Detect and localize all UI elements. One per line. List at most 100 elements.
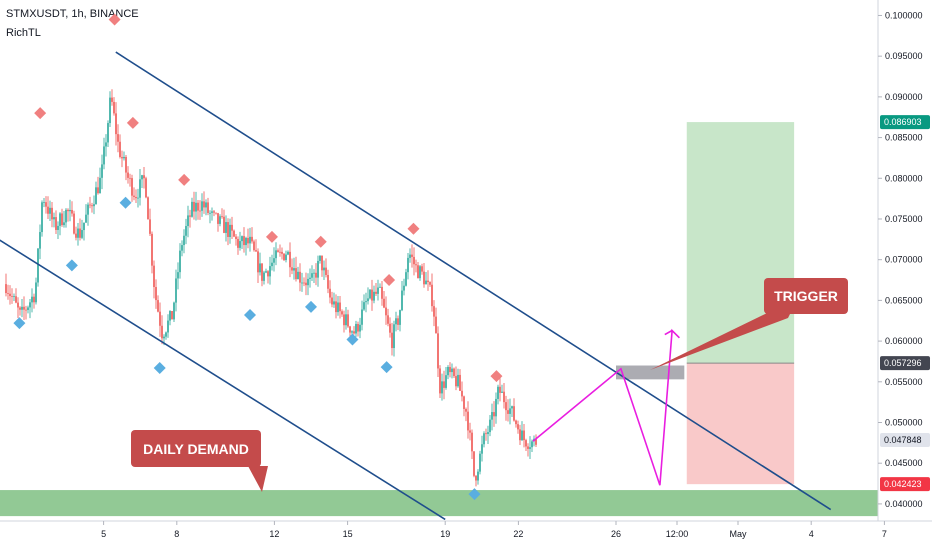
candle — [117, 124, 119, 153]
candle-body — [309, 277, 311, 279]
candle-body — [397, 318, 399, 325]
candle-body — [343, 314, 345, 326]
candle-body — [89, 204, 91, 206]
candle — [305, 272, 307, 296]
candle — [459, 369, 461, 392]
candle — [457, 368, 459, 388]
candle — [53, 212, 55, 228]
candle — [191, 197, 193, 218]
candle — [63, 211, 65, 228]
daily-demand-callout-box — [131, 430, 261, 467]
candle-body — [511, 406, 513, 409]
candle-body — [55, 217, 57, 230]
candle-body — [29, 302, 31, 308]
candle — [103, 137, 105, 170]
candle — [79, 218, 81, 241]
candle — [223, 209, 225, 234]
trigger-box — [616, 365, 685, 380]
daily-demand-callout-pointer — [248, 466, 268, 492]
candle — [97, 176, 99, 195]
candle-body — [493, 412, 495, 417]
candle — [135, 189, 137, 204]
candle — [89, 196, 91, 209]
candle-body — [491, 412, 493, 420]
candle — [239, 231, 241, 251]
candle-body — [445, 375, 447, 388]
candle — [371, 279, 373, 311]
y-tick-label: 0.045000 — [885, 458, 923, 468]
candle — [363, 294, 365, 311]
candle — [21, 298, 23, 318]
candle-body — [333, 301, 335, 305]
candle-body — [413, 256, 415, 265]
candle-body — [153, 265, 155, 288]
candle — [391, 322, 393, 356]
candle — [215, 212, 217, 215]
candle-body — [123, 156, 125, 159]
candle — [377, 279, 379, 301]
candle — [401, 280, 403, 312]
candle-body — [455, 376, 457, 387]
candle — [275, 242, 277, 266]
candle — [203, 191, 205, 214]
candle-body — [171, 311, 173, 320]
candle-body — [85, 214, 87, 223]
candle-body — [391, 332, 393, 349]
candle-body — [517, 424, 519, 430]
candle-body — [45, 202, 47, 207]
candle — [353, 326, 355, 335]
y-tick-label: 0.085000 — [885, 133, 923, 143]
candle-body — [253, 241, 255, 251]
candle — [235, 234, 237, 246]
candle — [265, 268, 267, 274]
y-tick-label: 0.060000 — [885, 336, 923, 346]
candle — [531, 439, 533, 453]
candle-body — [495, 398, 497, 417]
candle-body — [131, 178, 133, 196]
candle — [37, 247, 39, 287]
candle-body — [11, 296, 13, 297]
price-badge: 0.047848 — [880, 433, 930, 448]
candle-body — [389, 323, 391, 333]
candle-body — [369, 289, 371, 299]
candle — [161, 315, 163, 345]
pivot-high-marker — [178, 173, 191, 186]
pivot-high-marker — [265, 230, 278, 243]
candle-body — [231, 224, 233, 231]
candle-body — [305, 282, 307, 286]
pivot-high-marker — [126, 116, 139, 129]
candle — [195, 191, 197, 221]
candle — [87, 202, 89, 226]
candle-body — [127, 172, 129, 178]
candle-body — [283, 253, 285, 261]
candle — [515, 419, 517, 428]
candle — [333, 292, 335, 308]
pivot-high-marker — [34, 107, 47, 120]
trigger-text: TRIGGER — [774, 288, 838, 304]
candle — [381, 281, 383, 306]
candle — [407, 252, 409, 280]
candle-body — [15, 296, 17, 303]
candle-body — [497, 386, 499, 399]
candle — [185, 218, 187, 245]
candle — [307, 273, 309, 296]
y-tick-label: 0.070000 — [885, 255, 923, 265]
candle — [417, 261, 419, 279]
candle — [313, 269, 315, 284]
candle — [269, 256, 271, 285]
indicator-label[interactable]: RichTL — [6, 27, 41, 39]
candle — [35, 277, 37, 305]
candle-body — [505, 402, 507, 411]
candle-body — [499, 386, 501, 393]
candle — [299, 263, 301, 292]
candle-body — [49, 207, 51, 214]
candle-body — [177, 272, 179, 279]
candle — [57, 221, 59, 240]
candle — [169, 310, 171, 326]
candle — [473, 451, 475, 478]
candle — [491, 403, 493, 431]
candle-body — [399, 310, 401, 325]
candle-body — [147, 197, 149, 220]
candle-body — [425, 280, 427, 285]
